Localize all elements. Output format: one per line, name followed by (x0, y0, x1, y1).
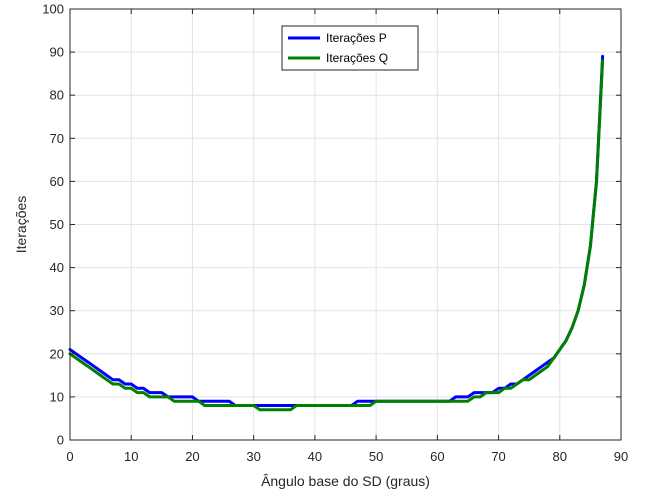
x-tick-label: 0 (66, 449, 73, 464)
legend-label-p: Iterações P (326, 31, 387, 45)
x-tick-label: 20 (185, 449, 199, 464)
x-tick-label: 50 (369, 449, 383, 464)
legend: Iterações P Iterações Q (281, 25, 419, 71)
y-tick-label: 50 (50, 217, 64, 232)
y-tick-label: 30 (50, 303, 64, 318)
tick-labels: 0 10 20 30 40 50 60 70 80 90 0 10 20 30 40 50 60 70 80 90 10… (42, 2, 628, 465)
y-tick-label: 60 (50, 174, 64, 189)
y-tick-label: 20 (50, 346, 64, 361)
y-axis-label: Iterações (13, 196, 29, 254)
y-tick-label: 70 (50, 131, 64, 146)
y-tick-label: 90 (50, 45, 64, 60)
ticks (69, 8, 622, 441)
x-tick-label: 90 (614, 449, 628, 464)
series-layer (68, 54, 605, 412)
x-axis-label: Ângulo base do SD (graus) (261, 473, 430, 489)
legend-label-q: Iterações Q (326, 51, 388, 65)
y-tick-label: 40 (50, 260, 64, 275)
x-tick-label: 10 (124, 449, 138, 464)
y-tick-label: 10 (50, 389, 64, 404)
x-tick-label: 60 (430, 449, 444, 464)
y-tick-label: 100 (42, 2, 64, 17)
series-line-q (68, 59, 605, 412)
y-tick-label: 0 (57, 433, 64, 448)
x-tick-label: 80 (553, 449, 567, 464)
y-tick-label: 80 (50, 88, 64, 103)
x-tick-label: 30 (246, 449, 260, 464)
legend-box (281, 25, 419, 71)
grid (69, 8, 622, 441)
x-tick-label: 70 (491, 449, 505, 464)
x-tick-label: 40 (308, 449, 322, 464)
